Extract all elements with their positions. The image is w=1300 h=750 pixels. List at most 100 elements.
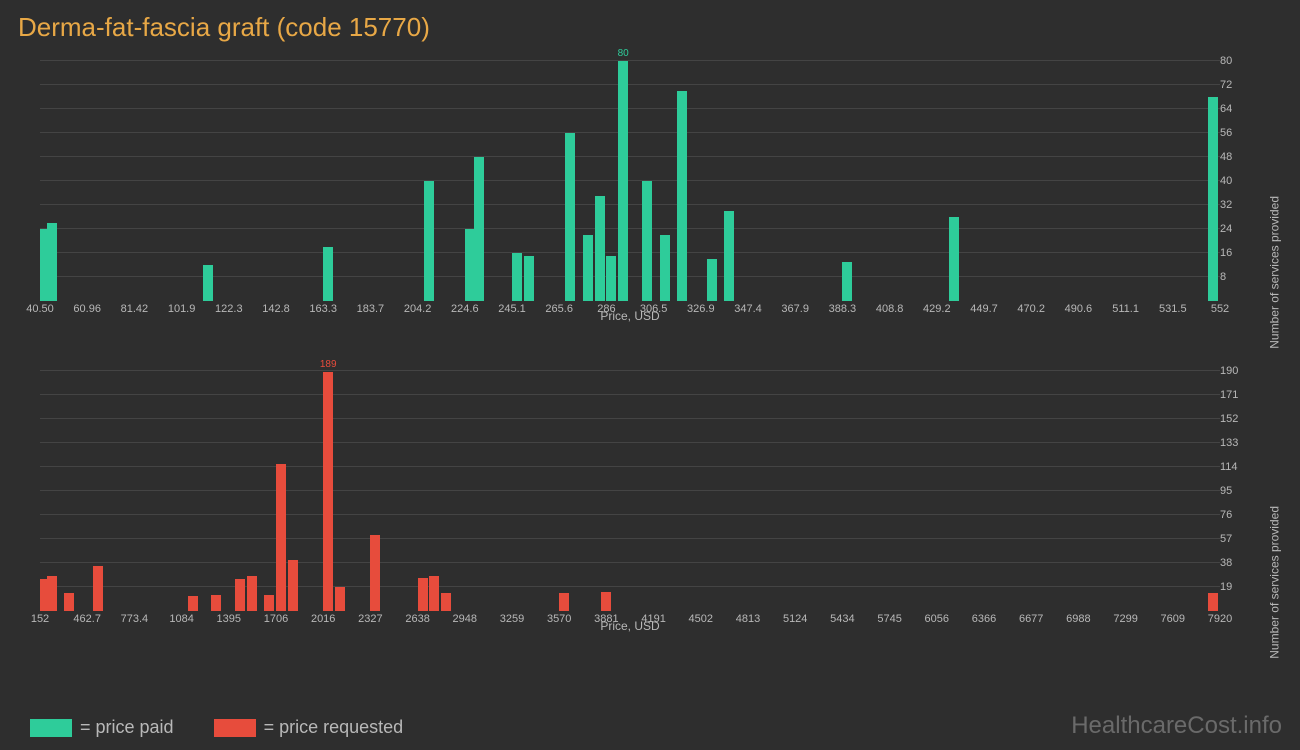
plot-area-paid: 80 [40,61,1220,301]
x-tick: 60.96 [73,303,101,315]
y-tick: 76 [1220,509,1232,521]
bar [418,578,428,611]
y-tick: 133 [1220,437,1238,449]
x-tick: 40.50 [26,303,54,315]
x-tick: 204.2 [404,303,432,315]
legend-item-paid: = price paid [30,717,174,738]
bar [429,576,439,611]
bar-max-label: 189 [313,359,343,370]
x-tick: 2016 [311,613,335,625]
x-tick: 142.8 [262,303,290,315]
bar [203,265,213,301]
x-tick: 367.9 [781,303,809,315]
legend-text-requested: = price requested [264,717,404,738]
bar [235,579,245,611]
chart-title: Derma-fat-fascia graft (code 15770) [0,0,1300,51]
y-tick: 40 [1220,175,1232,187]
grid-line [40,394,1220,395]
bar: 80 [618,61,628,301]
bar: 189 [323,372,333,611]
legend-item-requested: = price requested [214,717,404,738]
y-label-paid: Number of services provided [1268,196,1282,349]
grid-line [40,586,1220,587]
bar [842,262,852,301]
bar [559,593,569,611]
grid-line [40,418,1220,419]
bar [583,235,593,301]
x-tick: 408.8 [876,303,904,315]
grid-line [40,562,1220,563]
y-tick: 114 [1220,461,1238,473]
x-axis-paid: 40.5060.9681.42101.9122.3142.8163.3183.7… [40,303,1220,323]
x-tick: 6366 [972,613,996,625]
x-tick: 163.3 [309,303,337,315]
x-tick: 552 [1211,303,1229,315]
bar [601,592,611,611]
bar [565,133,575,301]
x-tick: 245.1 [498,303,526,315]
x-tick: 4813 [736,613,760,625]
y-axis-paid: 8162432404856647280 [1220,61,1250,301]
x-tick: 5434 [830,613,854,625]
x-tick: 2638 [405,613,429,625]
bar [424,181,434,301]
x-tick: 183.7 [357,303,385,315]
bar [64,593,74,611]
x-tick: 1395 [217,613,241,625]
bar [323,247,333,301]
bar [1208,97,1218,301]
chart-price-requested: 189 152462.7773.410841395170620162327263… [20,361,1280,651]
x-tick: 5124 [783,613,807,625]
x-tick: 7299 [1113,613,1137,625]
grid-line [40,204,1220,205]
y-axis-requested: 1938577695114133152171190 [1220,371,1250,611]
x-tick: 4502 [689,613,713,625]
x-tick: 152 [31,613,49,625]
x-tick: 470.2 [1017,303,1045,315]
x-tick: 81.42 [121,303,149,315]
y-tick: 80 [1220,55,1232,67]
bar [276,464,286,611]
x-tick: 3570 [547,613,571,625]
grid-line [40,514,1220,515]
bar [1208,593,1218,611]
plot-area-requested: 189 [40,371,1220,611]
y-tick: 8 [1220,271,1226,283]
x-tick: 429.2 [923,303,951,315]
y-tick: 24 [1220,223,1232,235]
bar [949,217,959,301]
x-tick: 6988 [1066,613,1090,625]
legend-swatch-paid [30,719,72,737]
grid-line [40,84,1220,85]
legend-text-paid: = price paid [80,717,174,738]
grid-line [40,466,1220,467]
x-tick: 462.7 [73,613,101,625]
x-axis-label: Price, USD [600,309,659,323]
bar [441,593,451,611]
grid-line [40,132,1220,133]
x-tick: 265.6 [545,303,573,315]
bar [47,576,57,611]
bar [474,157,484,301]
bar [524,256,534,301]
grid-line [40,490,1220,491]
y-label-requested: Number of services provided [1268,506,1282,659]
y-tick: 19 [1220,581,1232,593]
x-tick: 531.5 [1159,303,1187,315]
x-tick: 347.4 [734,303,762,315]
x-axis-requested: 152462.7773.4108413951706201623272638294… [40,613,1220,633]
bar [512,253,522,301]
chart-price-paid: 80 40.5060.9681.42101.9122.3142.8163.318… [20,51,1280,341]
x-tick: 224.6 [451,303,479,315]
grid-line [40,370,1220,371]
grid-line [40,180,1220,181]
bar [724,211,734,301]
bar [370,535,380,611]
legend-swatch-requested [214,719,256,737]
bar [247,576,257,611]
bar [595,196,605,301]
grid-line [40,60,1220,61]
x-tick: 7609 [1161,613,1185,625]
bar [288,560,298,611]
charts-wrapper: 80 40.5060.9681.42101.9122.3142.8163.318… [20,51,1280,651]
